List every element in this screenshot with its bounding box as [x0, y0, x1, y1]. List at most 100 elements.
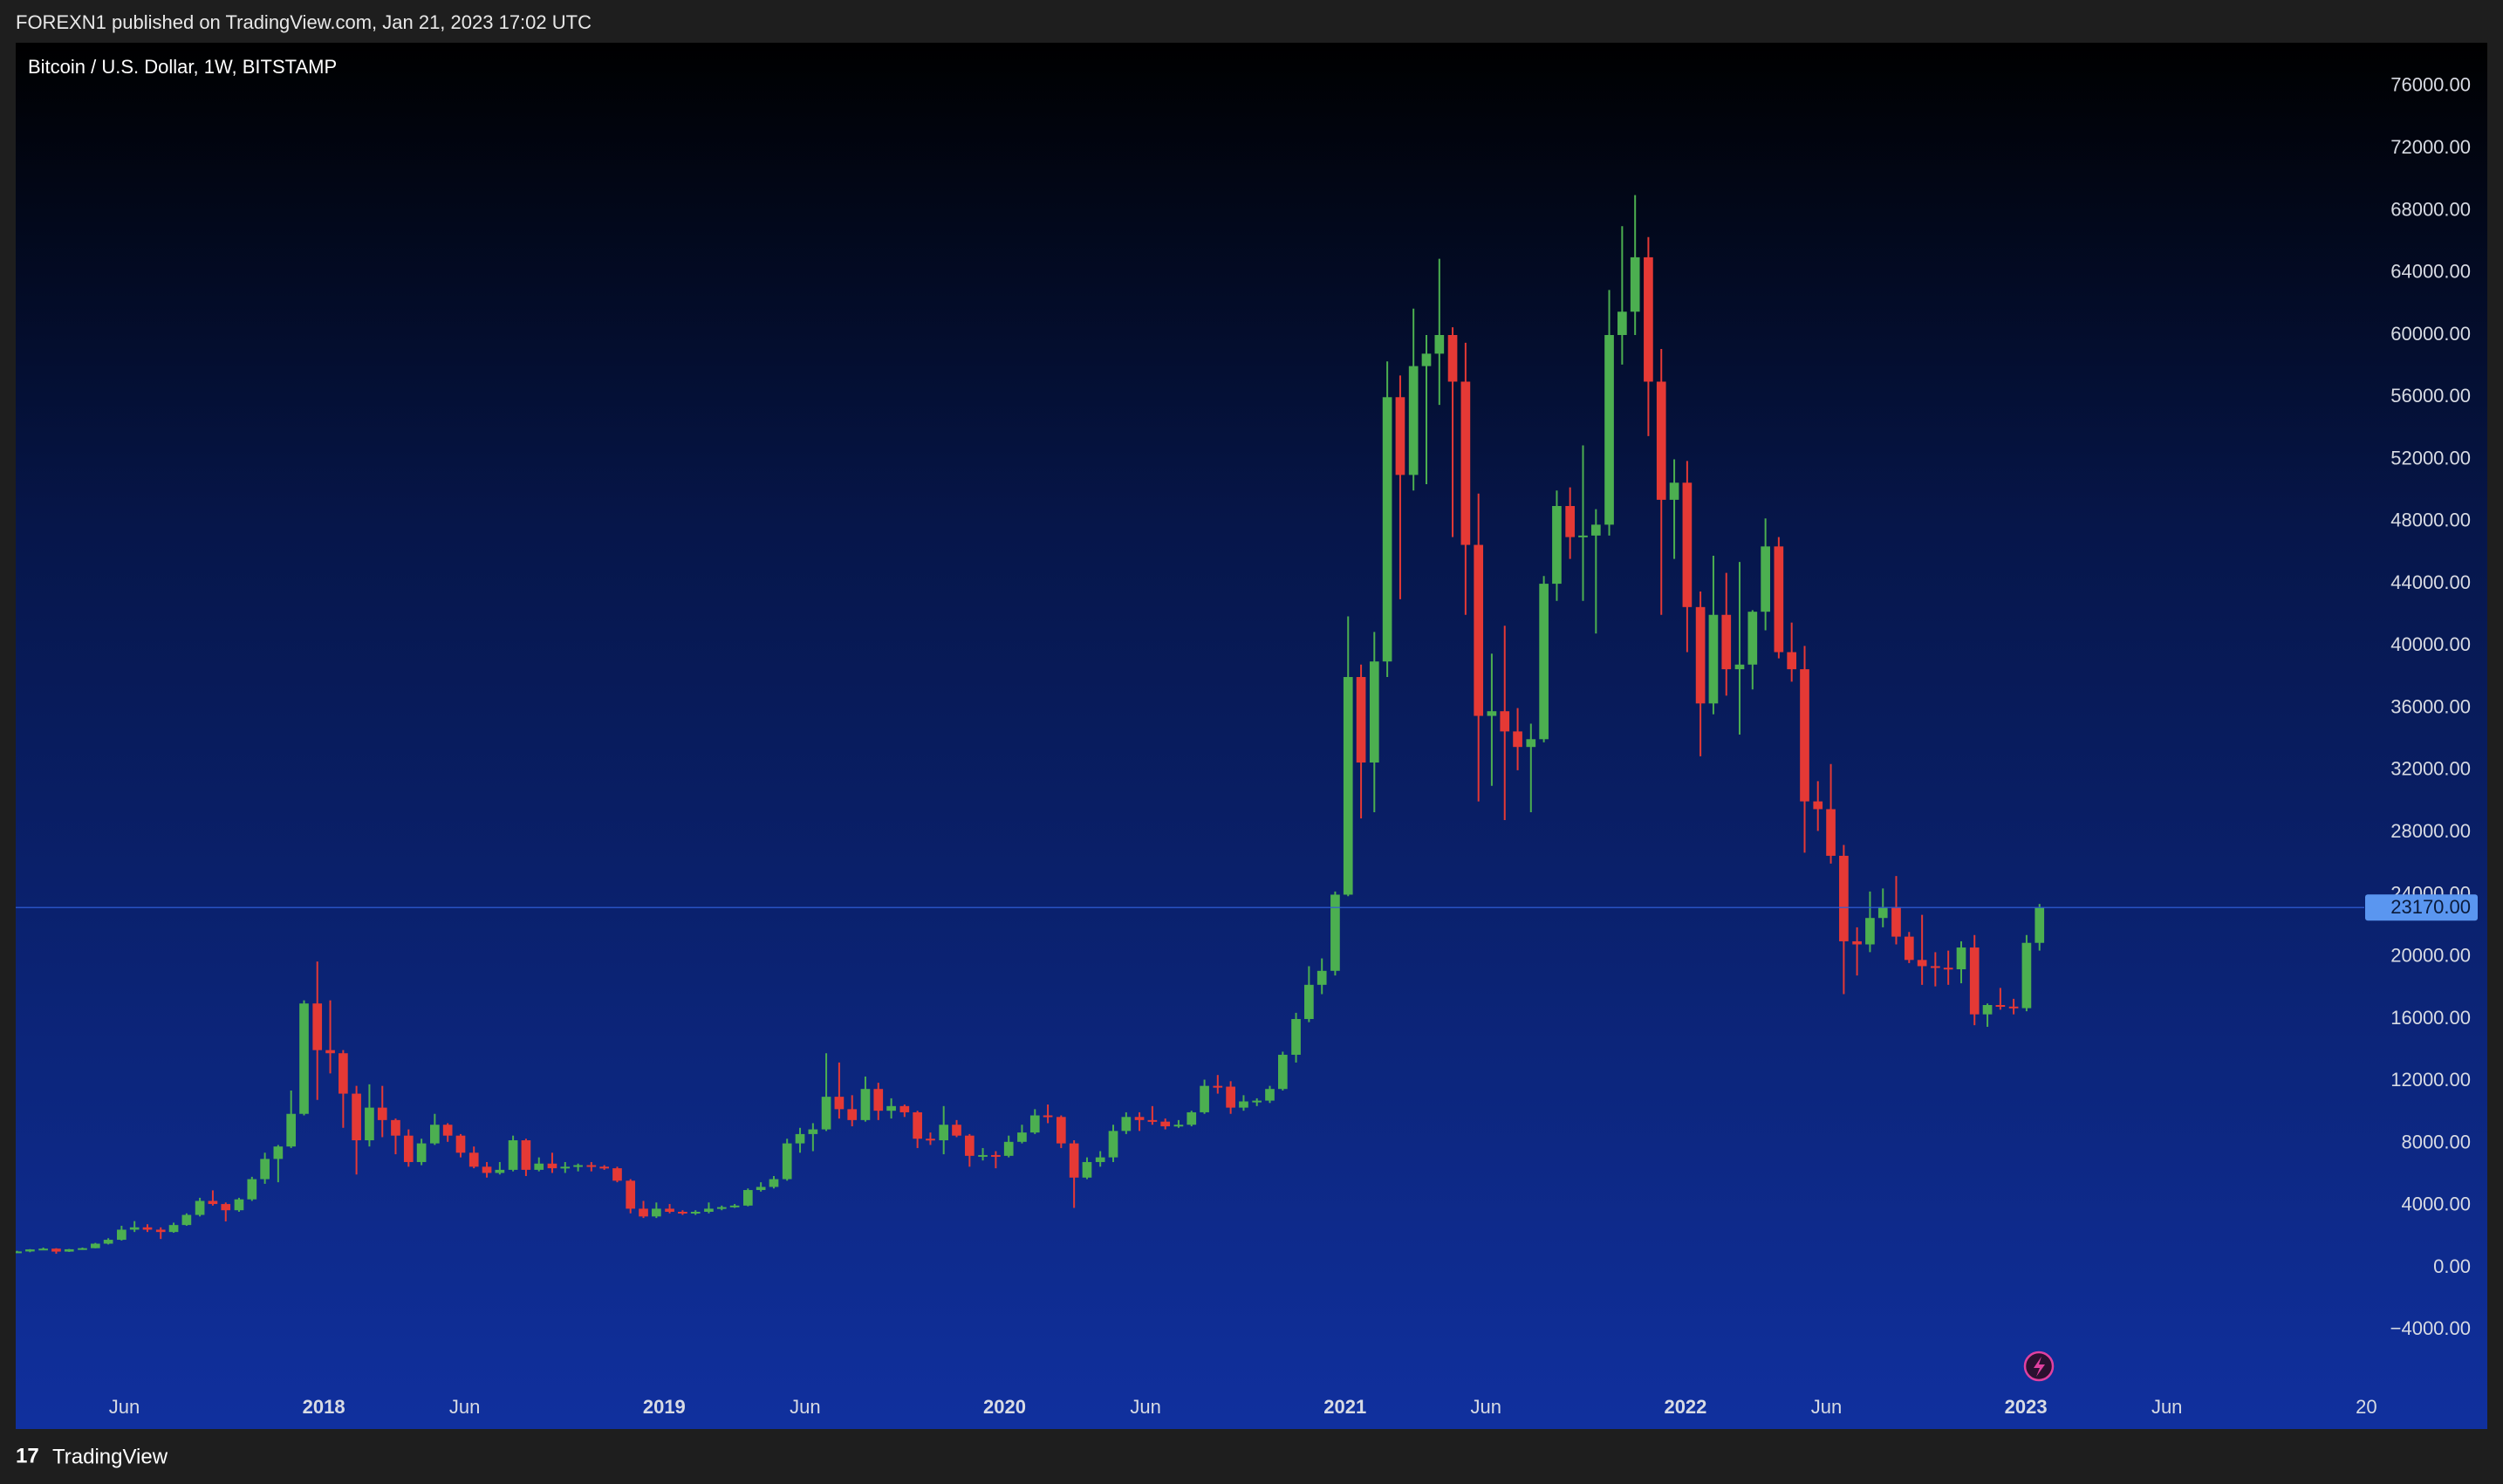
candle-body [886, 1105, 896, 1111]
candle-body [639, 1208, 648, 1217]
candle-body [599, 1166, 609, 1169]
candle-body [1421, 353, 1432, 366]
candle-body [1029, 1115, 1040, 1133]
candle-body [2035, 907, 2045, 943]
y-tick-label: 48000.00 [2390, 509, 2471, 531]
candle-body [1982, 1004, 1993, 1015]
last-price-label: 23170.00 [2390, 896, 2471, 918]
y-tick-label: 44000.00 [2390, 571, 2471, 593]
y-tick-label: 4000.00 [2401, 1193, 2471, 1215]
candle-body [1761, 546, 1770, 612]
x-tick-label: 2018 [303, 1396, 345, 1418]
candle-body [1304, 984, 1314, 1020]
candle-body [690, 1211, 701, 1214]
candle-body [1134, 1117, 1145, 1120]
candle-body [2021, 942, 2032, 1009]
candle-body [756, 1187, 766, 1191]
candle-body [1800, 669, 1809, 802]
candle-body [1617, 311, 1627, 335]
candle-body [103, 1240, 113, 1244]
candle-body [795, 1133, 805, 1144]
candle-body [965, 1135, 975, 1156]
candle-body [38, 1248, 48, 1251]
candle-body [365, 1107, 374, 1141]
candle-body [1487, 711, 1497, 716]
event-icon [2023, 1351, 2055, 1382]
candle-body [1369, 661, 1379, 763]
candle-body [704, 1208, 714, 1212]
candle-body [1069, 1143, 1079, 1178]
y-tick-label: 16000.00 [2390, 1007, 2471, 1029]
candle-body [1265, 1089, 1275, 1101]
candle-body [1865, 918, 1875, 945]
candle-body [913, 1111, 922, 1139]
y-tick-label: 8000.00 [2401, 1131, 2471, 1152]
candle-body [978, 1154, 988, 1157]
candle-body [1943, 968, 1953, 970]
candle-body [1708, 614, 1719, 704]
candle-body [403, 1135, 414, 1162]
candle-body [482, 1166, 492, 1173]
candle-body [455, 1135, 466, 1153]
candle-body [1931, 966, 1940, 968]
candle-body [1644, 256, 1653, 382]
candle-body [808, 1129, 818, 1134]
y-tick-label: 28000.00 [2390, 820, 2471, 842]
candle-body [1108, 1131, 1118, 1158]
candle-body [181, 1214, 192, 1226]
candle-body [1239, 1101, 1248, 1108]
candle-body [586, 1165, 597, 1167]
candle-body [442, 1125, 453, 1136]
candle-body [1356, 677, 1366, 763]
axes: −4000.00 0.00 4000.00 8000.00 12000.00 16000.… [109, 74, 2478, 1418]
y-tick-label: 32000.00 [2390, 758, 2471, 780]
candle-body [521, 1140, 531, 1170]
candle-body [1187, 1111, 1197, 1125]
candle-body [195, 1200, 205, 1215]
candle-body [1213, 1085, 1223, 1088]
candle-body [273, 1146, 284, 1159]
candle-body [716, 1207, 727, 1209]
x-tick-label: 20 [2356, 1396, 2376, 1418]
candle-body [1604, 334, 1614, 525]
candle-body [742, 1190, 753, 1206]
last-price-box [2365, 894, 2478, 921]
chart-panel [16, 43, 2487, 1429]
candle-body [573, 1165, 583, 1167]
candle-body [1995, 1004, 2006, 1007]
candle-body [16, 1251, 22, 1254]
candle-body [1578, 535, 1588, 537]
candle-body [1343, 677, 1353, 895]
logo-mark: 17 [16, 1444, 39, 1467]
y-tick-label: −4000.00 [2390, 1317, 2471, 1339]
candle-body [64, 1248, 74, 1252]
candle-body [208, 1200, 218, 1205]
y-tick-label: 72000.00 [2390, 136, 2471, 158]
candle-body [534, 1163, 544, 1170]
candle-body [1460, 381, 1471, 545]
candle-body [1656, 381, 1666, 500]
candle-body [1787, 652, 1797, 670]
x-tick-label: Jun [2151, 1396, 2182, 1418]
candle-body [234, 1199, 244, 1211]
x-tick-label: 2021 [1323, 1396, 1366, 1418]
candle-body [90, 1243, 100, 1248]
candle-body [1316, 970, 1327, 985]
candle-body [991, 1154, 1001, 1157]
candle-body [1447, 334, 1458, 382]
candle-body [2008, 1006, 2019, 1009]
candle-body [1630, 256, 1640, 312]
x-tick-label: Jun [449, 1396, 480, 1418]
event-bolt [2034, 1357, 2045, 1377]
y-tick-label: 52000.00 [2390, 447, 2471, 468]
footer-logo: 17 TradingView [16, 1444, 168, 1468]
candle-body [1774, 546, 1784, 653]
y-tick-label: 40000.00 [2390, 633, 2471, 655]
y-tick-label: 64000.00 [2390, 261, 2471, 283]
candle-body [769, 1179, 779, 1187]
candle-body [260, 1159, 270, 1180]
candle-body [1330, 894, 1340, 971]
x-tick-label: Jun [1130, 1396, 1160, 1418]
